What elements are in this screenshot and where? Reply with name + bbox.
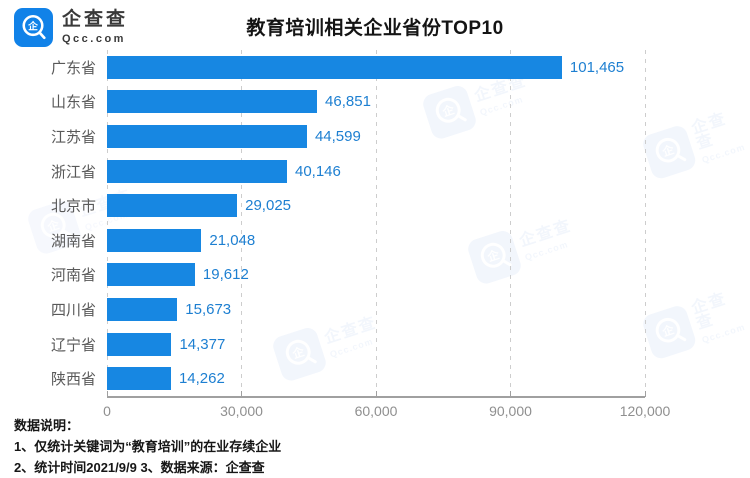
bar-row-label: 辽宁省 [50, 336, 96, 354]
bar-track: 14,262 [107, 367, 645, 391]
bar-row-label: 浙江省 [50, 163, 96, 181]
bar [107, 194, 238, 218]
data-notes: 数据说明： 1、仅统计关键词为“教育培训”的在业存续企业 2、统计时间2021/… [14, 415, 281, 478]
bar-track: 15,673 [107, 297, 645, 321]
gridline [106, 50, 108, 396]
gridline [510, 50, 511, 396]
logo-name: 企查查 [62, 9, 129, 30]
bar-row-label: 广东省 [50, 59, 96, 77]
gridline [375, 50, 377, 396]
bar-row-label: 四川省 [50, 301, 96, 319]
bar-track: 46,851 [107, 90, 645, 114]
bar-track: 21,048 [107, 228, 645, 252]
bar-row-label: 陕西省 [50, 371, 96, 389]
bar-value: 14,262 [178, 370, 225, 388]
note-line-1: 1、仅统计关键词为“教育培训”的在业存续企业 [14, 439, 282, 454]
bar-track: 14,377 [107, 332, 645, 356]
logo-subtext: Qcc.com [62, 33, 126, 45]
x-axis: 0 30,000 60,000 90,000 120,000 [103, 391, 670, 419]
x-tick-mark [644, 391, 646, 397]
bar-row-label: 北京市 [50, 198, 96, 216]
bar-row: 四川省 15,673 [20, 292, 730, 327]
gridline [644, 50, 646, 396]
bar-track: 40,146 [107, 159, 645, 183]
bar-value: 21,048 [209, 231, 256, 249]
x-tick-label: 90,000 [489, 403, 532, 419]
bar [107, 55, 562, 79]
notes-heading: 数据说明： [14, 418, 80, 433]
bar-row: 河南省 19,612 [20, 258, 730, 293]
bar-value: 101,465 [569, 58, 625, 76]
qcc-logo-icon: 企 [14, 8, 53, 47]
bar-row: 湖南省 21,048 [20, 223, 730, 258]
bar-value: 46,851 [325, 93, 371, 111]
note-line-2: 2、统计时间2021/9/9 3、数据来源：企查查 [14, 460, 265, 475]
bar-value: 44,599 [314, 127, 361, 145]
bar-row: 浙江省 40,146 [20, 154, 730, 189]
bar-row-label: 山东省 [50, 94, 96, 112]
bar-value: 14,377 [179, 335, 226, 353]
qcc-logo: 企 企查查 Qcc.com [14, 8, 128, 47]
x-tick-mark [510, 391, 511, 397]
x-tick-label: 30,000 [220, 403, 263, 419]
svg-text:企: 企 [27, 19, 38, 32]
bar-row: 陕西省 14,262 [20, 361, 730, 396]
bar-row: 北京市 29,025 [20, 188, 730, 223]
bar-row: 辽宁省 14,377 [20, 327, 730, 362]
bar [107, 159, 287, 183]
bar-row: 山东省 46,851 [20, 85, 730, 120]
bar [107, 332, 172, 356]
bar-track: 29,025 [107, 194, 645, 218]
bar-value: 15,673 [185, 300, 232, 318]
x-tick-mark [375, 391, 377, 397]
bar [107, 228, 202, 252]
x-tick-label: 60,000 [354, 403, 398, 419]
gridlines [106, 50, 646, 396]
bar [107, 90, 318, 114]
bar-chart: 广东省 101,465 山东省 46,851 江苏省 44,599 浙江省 40… [20, 50, 730, 419]
bar-row-label: 湖南省 [50, 232, 96, 250]
gridline [241, 50, 242, 396]
chart-title: 教育培训相关企业省份TOP10 [246, 18, 504, 39]
bar [107, 124, 307, 148]
x-tick-label: 0 [103, 403, 111, 419]
bar-row-label: 河南省 [50, 267, 96, 285]
bar [107, 297, 178, 321]
bar-row-label: 江苏省 [50, 128, 96, 146]
bar-track: 101,465 [107, 55, 645, 79]
bar-value: 19,612 [202, 266, 249, 284]
x-tick-label: 120,000 [619, 403, 671, 419]
bar-row: 江苏省 44,599 [20, 119, 730, 154]
bar-rows: 广东省 101,465 山东省 46,851 江苏省 44,599 浙江省 40… [20, 50, 730, 396]
bar [107, 263, 195, 287]
bar-row: 广东省 101,465 [20, 50, 730, 85]
bar-value: 29,025 [245, 197, 292, 215]
x-tick-mark [106, 391, 108, 397]
bar [107, 367, 171, 391]
bar-value: 40,146 [294, 162, 341, 180]
bar-track: 44,599 [107, 124, 645, 148]
bar-track: 19,612 [107, 263, 645, 287]
x-tick-mark [241, 391, 242, 397]
